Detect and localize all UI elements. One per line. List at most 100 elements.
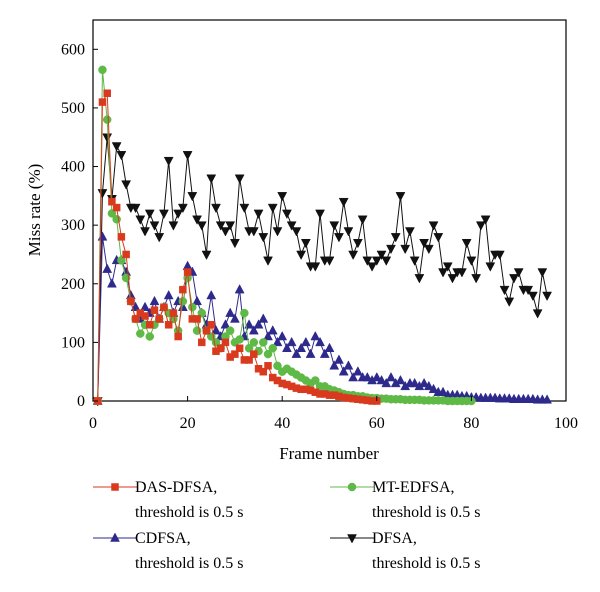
data-point (253, 319, 264, 329)
data-point (102, 115, 112, 124)
data-point (310, 330, 321, 341)
data-point (234, 174, 245, 184)
data-point (282, 342, 292, 352)
data-point (400, 244, 411, 255)
data-point (187, 192, 198, 202)
data-point (513, 268, 524, 278)
x-tick-label: 80 (463, 415, 479, 432)
data-point (146, 321, 154, 329)
data-point (542, 291, 552, 302)
data-point (376, 374, 387, 385)
data-point (140, 227, 150, 237)
data-point (315, 336, 325, 347)
data-point (258, 313, 269, 323)
data-point (504, 297, 515, 307)
data-point (264, 362, 272, 370)
data-point (97, 189, 108, 199)
data-point (136, 329, 145, 338)
data-point (428, 383, 439, 394)
data-point (357, 215, 368, 225)
data-point (108, 197, 116, 206)
data-point (423, 244, 434, 255)
legend-item: CDFSA, threshold is 0.5 s (93, 530, 243, 572)
data-point (343, 227, 354, 237)
data-point (409, 256, 420, 266)
data-point (277, 192, 288, 202)
legend-label: MT-EDFSA, (372, 479, 455, 496)
data-point (225, 221, 236, 231)
data-point (144, 209, 155, 219)
data-point (447, 274, 458, 284)
data-point (211, 203, 221, 214)
x-tick-label: 0 (89, 415, 97, 432)
data-point (272, 227, 283, 237)
data-point (249, 338, 259, 347)
y-tick-label: 600 (61, 41, 85, 58)
data-point (527, 291, 538, 302)
data-point (296, 342, 307, 352)
legend-item: MT-EDFSA, threshold is 0.5 s (330, 479, 480, 521)
data-point (140, 301, 150, 311)
data-point (267, 325, 278, 335)
data-point (319, 348, 330, 358)
data-point (263, 330, 273, 341)
data-point (179, 285, 187, 294)
legend-label: CDFSA, (135, 530, 191, 547)
data-point (414, 274, 425, 284)
data-point (155, 315, 163, 323)
data-point (198, 338, 206, 347)
data-point (272, 336, 283, 347)
data-point (231, 350, 239, 358)
data-point (371, 256, 382, 266)
data-point (409, 377, 420, 388)
data-point (263, 256, 273, 266)
data-point (183, 268, 192, 276)
y-tick-label: 0 (77, 393, 85, 410)
data-point (107, 278, 117, 288)
legend-label-line2: threshold is 0.5 s (372, 555, 480, 572)
data-point (338, 366, 349, 376)
data-point (376, 250, 387, 260)
x-tick-label: 20 (180, 415, 196, 432)
data-point (168, 221, 179, 231)
data-point (122, 250, 130, 259)
data-point (163, 156, 174, 167)
data-point (111, 142, 122, 152)
data-point (471, 274, 482, 284)
data-point (207, 321, 215, 329)
data-point (150, 306, 159, 314)
data-point (386, 372, 396, 382)
data-point (234, 284, 245, 294)
x-tick-label: 40 (274, 415, 290, 432)
data-point (225, 307, 236, 317)
data-point (499, 285, 510, 296)
series-line (97, 137, 548, 402)
data-point (131, 315, 140, 323)
data-point (253, 209, 264, 219)
data-point (277, 330, 288, 341)
data-point (240, 308, 249, 318)
data-point (102, 133, 113, 143)
legend-item: DFSA, threshold is 0.5 s (330, 530, 480, 572)
series-triangle-up (92, 231, 552, 405)
data-point (509, 274, 519, 284)
data-point (169, 309, 178, 317)
data-point (286, 336, 297, 347)
data-point (259, 367, 268, 376)
data-point (182, 151, 193, 161)
data-point (310, 262, 321, 272)
legend-item: DAS-DFSA, threshold is 0.5 s (93, 479, 243, 521)
data-point (192, 295, 202, 306)
data-point (211, 325, 221, 335)
data-point (188, 302, 197, 312)
data-point (395, 374, 406, 385)
data-point (334, 354, 344, 364)
data-point (250, 350, 258, 358)
data-point (348, 372, 359, 382)
data-point (98, 98, 107, 106)
x-tick-label: 60 (369, 415, 385, 432)
legend-label-line2: threshold is 0.5 s (135, 555, 243, 572)
data-point (494, 250, 505, 260)
data-point (338, 197, 349, 208)
